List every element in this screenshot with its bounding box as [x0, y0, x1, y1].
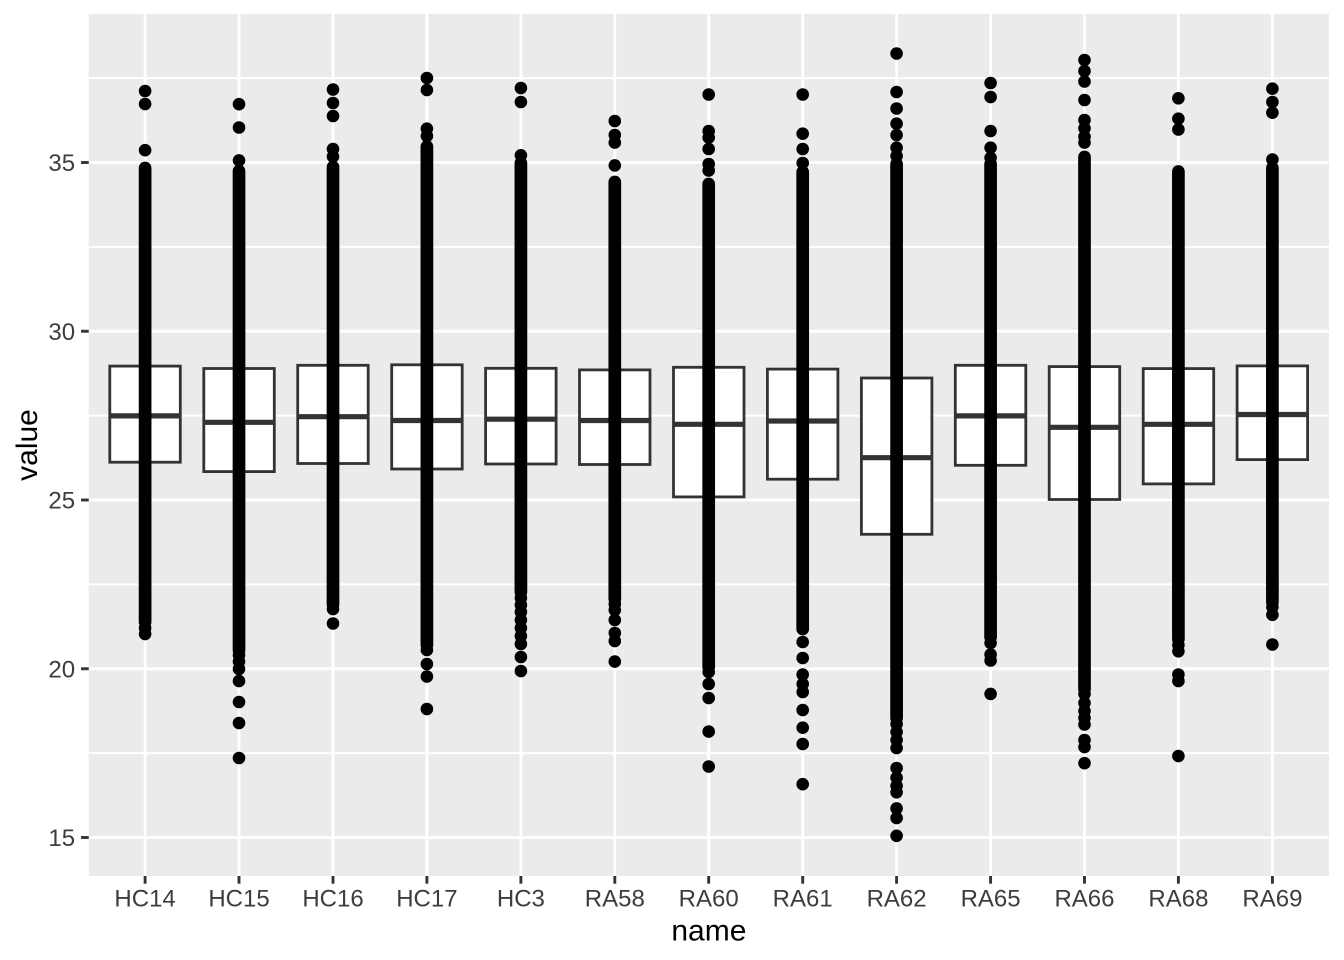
svg-text:20: 20 — [48, 657, 75, 684]
svg-text:HC15: HC15 — [208, 885, 269, 912]
svg-text:25: 25 — [48, 488, 75, 515]
svg-text:RA61: RA61 — [773, 885, 833, 912]
svg-text:RA66: RA66 — [1054, 885, 1114, 912]
svg-text:RA58: RA58 — [585, 885, 645, 912]
svg-text:15: 15 — [48, 825, 75, 852]
svg-text:RA62: RA62 — [867, 885, 927, 912]
svg-text:RA65: RA65 — [961, 885, 1021, 912]
svg-text:value: value — [11, 409, 44, 481]
svg-text:30: 30 — [48, 319, 75, 346]
svg-text:name: name — [671, 915, 746, 948]
svg-text:HC3: HC3 — [497, 885, 545, 912]
svg-text:RA69: RA69 — [1242, 885, 1302, 912]
svg-text:35: 35 — [48, 150, 75, 177]
svg-text:HC16: HC16 — [302, 885, 363, 912]
svg-text:RA68: RA68 — [1148, 885, 1208, 912]
svg-text:HC17: HC17 — [396, 885, 457, 912]
svg-text:HC14: HC14 — [114, 885, 175, 912]
svg-text:RA60: RA60 — [679, 885, 739, 912]
